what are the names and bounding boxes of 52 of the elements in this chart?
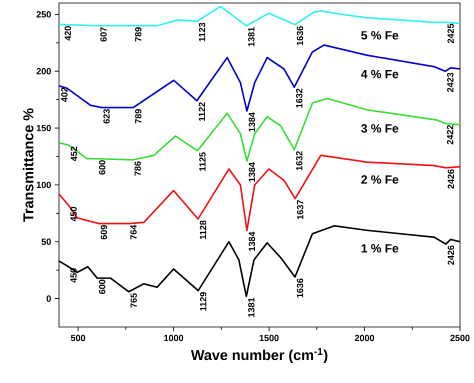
annotation: 786 [134,161,141,176]
annotation: 600 [98,160,106,175]
x-axis-title: Wave number (cm$^{-1}$) [190,348,328,364]
annotation: 1123 [198,22,206,42]
annotation: 1636 [296,278,304,298]
y-axis-title: Transmittance % [22,108,34,222]
annotation: 607 [100,27,107,42]
annotation: 1637 [297,200,304,220]
annotation: 2425 [447,24,454,44]
annotation: 420 [64,26,71,41]
y-tick-label: 0 [46,295,51,302]
annotation: 1384 [248,162,256,182]
annotation: 1384 [248,232,256,251]
annotation: 1125 [199,152,206,171]
annotation: 1632 [296,151,302,170]
series-label: 1 % Fe [362,244,398,253]
series-label: 5 % Fe [361,31,398,40]
annotation: 765 [130,293,137,308]
annotation: 1129 [200,292,206,311]
x-tick-label: 1000 [164,334,184,342]
annotation: 452 [70,146,78,162]
annotation: 1381 [248,298,254,317]
annotation: 1632 [296,88,302,108]
y-tick-label: 50 [42,238,51,245]
annotation: 450 [70,206,77,222]
annotation: 402 [61,88,68,102]
annotation: 789 [135,109,142,124]
annotation: 2426 [448,169,454,189]
annotation: 789 [135,27,142,42]
series-label: 3 % Fe [361,124,398,133]
y-tick-label: 200 [36,68,51,74]
y-tick-label: 150 [36,124,51,132]
annotation: 1384 [248,112,256,132]
y-tick-label: 250 [36,11,51,18]
annotation: 2423 [447,72,454,92]
x-tick-label: 500 [70,334,86,342]
series-label: 2 % Fe [361,175,398,184]
annotation: 1128 [200,220,206,240]
annotation: 764 [130,224,137,240]
y-tick-label: 100 [36,182,51,188]
annotation: 1122 [198,102,205,121]
annotation: 1636 [296,26,304,46]
x-tick-label: 2000 [354,334,374,342]
annotation: 1381 [248,27,254,46]
annotation: 2426 [448,246,454,265]
annotation: 2422 [446,125,454,144]
annotation: 600 [98,280,106,294]
x-tick-label: 1500 [260,334,279,342]
series-label: 4 % Fe [361,70,398,78]
annotation: 623 [103,109,110,124]
x-tick-label: 2500 [450,334,470,342]
annotation: 609 [100,225,108,240]
